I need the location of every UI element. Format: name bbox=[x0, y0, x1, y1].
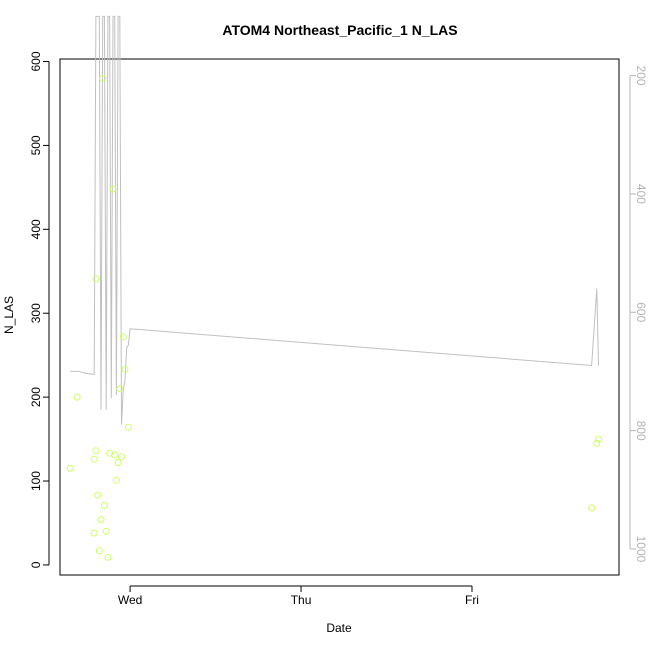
series-line-group bbox=[70, 15, 599, 425]
data-point bbox=[116, 385, 124, 393]
data-point bbox=[104, 553, 112, 561]
data-point bbox=[112, 476, 120, 484]
right-y-axis: 200 400 600 800 1000 bbox=[629, 66, 648, 563]
series-points-group bbox=[66, 74, 602, 561]
y-tick-label: 0 bbox=[29, 561, 43, 568]
data-point bbox=[109, 185, 117, 193]
y-axis-label: N_LAS bbox=[2, 296, 16, 334]
y-axis: 0 100 200 300 400 500 600 bbox=[29, 51, 50, 568]
data-point bbox=[111, 451, 119, 459]
x-axis-label: Date bbox=[326, 621, 352, 635]
right-y-tick-label: 600 bbox=[634, 302, 648, 322]
right-y-tick-label: 800 bbox=[634, 421, 648, 441]
right-y-tick-label: 1000 bbox=[634, 536, 648, 563]
y-tick-label: 400 bbox=[29, 219, 43, 239]
y-tick-label: 100 bbox=[29, 471, 43, 491]
data-point bbox=[66, 464, 74, 472]
data-point bbox=[73, 393, 81, 401]
data-point bbox=[100, 501, 108, 509]
x-tick-label: Fri bbox=[465, 593, 479, 607]
data-point bbox=[94, 491, 102, 499]
data-point bbox=[595, 435, 602, 443]
data-point bbox=[90, 455, 98, 463]
y-tick-label: 600 bbox=[29, 51, 43, 71]
x-axis: Wed Thu Fri bbox=[118, 585, 479, 607]
data-point bbox=[92, 447, 100, 455]
data-point bbox=[99, 74, 107, 82]
x-tick-label: Wed bbox=[118, 593, 142, 607]
data-point bbox=[593, 439, 601, 447]
data-point bbox=[121, 365, 129, 373]
right-y-tick-label: 400 bbox=[634, 184, 648, 204]
data-point bbox=[119, 333, 127, 341]
y-tick-label: 500 bbox=[29, 135, 43, 155]
data-point bbox=[102, 527, 110, 535]
x-tick-label: Thu bbox=[291, 593, 312, 607]
right-y-tick-label: 200 bbox=[634, 66, 648, 86]
data-point bbox=[97, 516, 105, 524]
y-tick-label: 200 bbox=[29, 387, 43, 407]
data-point bbox=[92, 275, 100, 283]
data-point bbox=[114, 459, 122, 467]
series-line bbox=[70, 15, 599, 425]
data-point bbox=[90, 529, 98, 537]
data-point bbox=[588, 504, 596, 512]
y-tick-label: 300 bbox=[29, 303, 43, 323]
data-point bbox=[118, 453, 125, 461]
data-point bbox=[95, 547, 103, 555]
plot-frame bbox=[59, 58, 620, 576]
data-point bbox=[124, 423, 132, 431]
chart-title: ATOM4 Northeast_Pacific_1 N_LAS bbox=[222, 22, 457, 38]
